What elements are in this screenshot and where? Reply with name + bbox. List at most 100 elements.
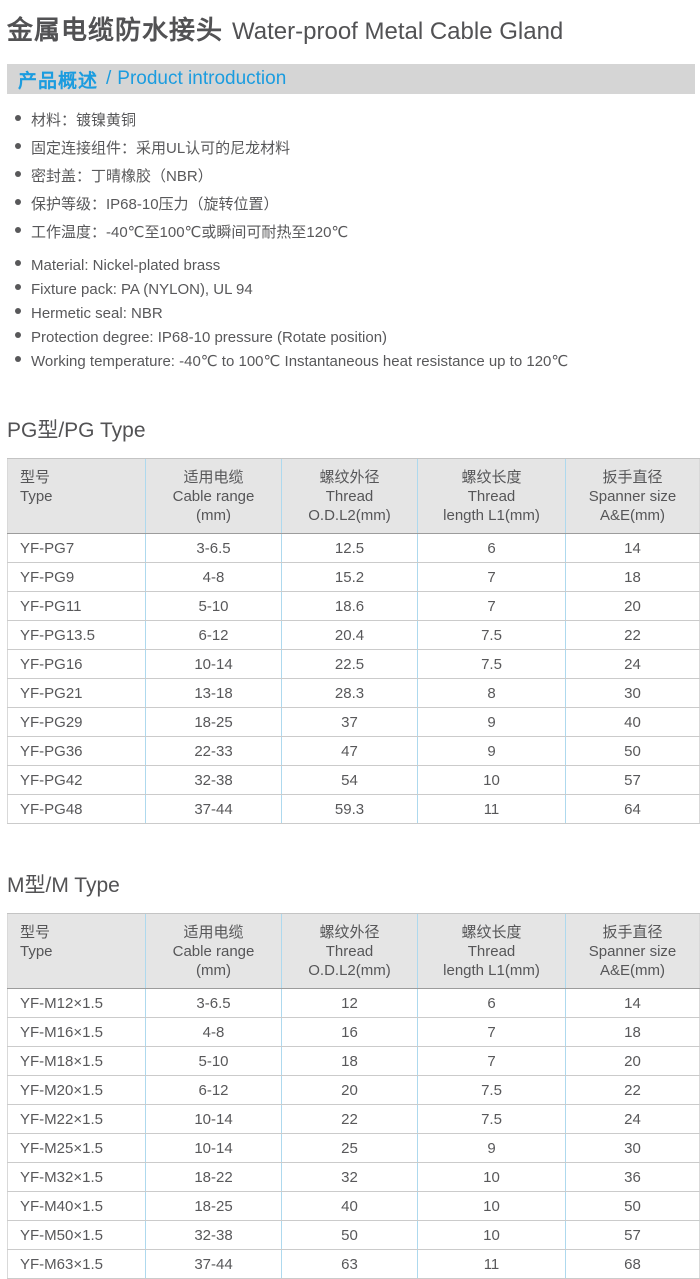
column-header: 型号 Type: [7, 458, 146, 534]
table-header-row: 型号 Type 适用电缆 Cable range (mm) 螺纹外径 Thread O.D.L…: [7, 458, 700, 534]
table-cell: 7: [417, 591, 566, 621]
table-row: YF-M12×1.5 3-6.5 12 6 14: [7, 988, 700, 1018]
table-cell: 12.5: [281, 533, 418, 563]
table-cell: 6-12: [145, 1075, 282, 1105]
table-cell: 14: [565, 988, 700, 1018]
column-header: 螺纹外径 Thread O.D.L2(mm): [281, 913, 418, 989]
table-cell: 11: [417, 1249, 566, 1279]
table-cell: 32: [281, 1162, 418, 1192]
feature-bullet-item: 密封盖：丁晴橡胶（NBR）: [10, 163, 695, 191]
table-cell: YF-PG42: [7, 765, 146, 795]
table-cell: YF-PG11: [7, 591, 146, 621]
table-cell: 64: [565, 794, 700, 824]
feature-bullet-item: Working temperature: -40℃ to 100℃ Instan…: [10, 350, 695, 374]
table-cell: 12: [281, 988, 418, 1018]
table-cell: 36: [565, 1162, 700, 1192]
table-cell: 4-8: [145, 562, 282, 592]
m-type-table: 型号 Type 适用电缆 Cable range (mm) 螺纹外径 Thread O.D.L…: [7, 913, 700, 1279]
table-row: YF-PG16 10-14 22.5 7.5 24: [7, 649, 700, 679]
intro-bar-divider: /: [106, 68, 112, 89]
table-row: YF-PG13.5 6-12 20.4 7.5 22: [7, 620, 700, 650]
table-cell: 24: [565, 1104, 700, 1134]
features-list-zh: 材料：镀镍黄铜 固定连接组件：采用UL认可的尼龙材料 密封盖：丁晴橡胶（NBR） 保护…: [10, 107, 695, 247]
table-cell: 4-8: [145, 1017, 282, 1047]
table-cell: YF-M25×1.5: [7, 1133, 146, 1163]
table-cell: 50: [565, 1191, 700, 1221]
feature-bullet-item: Material: Nickel-plated brass: [10, 254, 695, 278]
table-cell: 18.6: [281, 591, 418, 621]
table-cell: 37: [281, 707, 418, 737]
table-cell: 50: [281, 1220, 418, 1250]
feature-bullet-item: 保护等级：IP68-10压力（旋转位置）: [10, 191, 695, 219]
table-cell: 9: [417, 707, 566, 737]
table-cell: 40: [281, 1191, 418, 1221]
table-cell: 10: [417, 1162, 566, 1192]
table-row: YF-PG42 32-38 54 10 57: [7, 765, 700, 795]
table-row: YF-PG48 37-44 59.3 11 64: [7, 794, 700, 824]
table-cell: 25: [281, 1133, 418, 1163]
table-cell: 3-6.5: [145, 988, 282, 1018]
feature-bullet-item: 固定连接组件：采用UL认可的尼龙材料: [10, 135, 695, 163]
table-cell: 54: [281, 765, 418, 795]
table-cell: 22.5: [281, 649, 418, 679]
table-header-row: 型号 Type 适用电缆 Cable range (mm) 螺纹外径 Thread O.D.L…: [7, 913, 700, 989]
table-row: YF-M20×1.5 6-12 20 7.5 22: [7, 1075, 700, 1105]
page-title-en: Water-proof Metal Cable Gland: [232, 18, 564, 45]
table-cell: 7.5: [417, 649, 566, 679]
table-cell: 50: [565, 736, 700, 766]
table-cell: YF-M32×1.5: [7, 1162, 146, 1192]
table-cell: 7.5: [417, 1104, 566, 1134]
table-cell: 5-10: [145, 591, 282, 621]
table-cell: 18: [565, 562, 700, 592]
table-cell: YF-M12×1.5: [7, 988, 146, 1018]
table-cell: YF-M16×1.5: [7, 1017, 146, 1047]
features-list-en: Material: Nickel-plated brass Fixture pac…: [10, 254, 695, 374]
table-cell: 10: [417, 1191, 566, 1221]
table-cell: 20.4: [281, 620, 418, 650]
table-cell: 16: [281, 1017, 418, 1047]
table-cell: 63: [281, 1249, 418, 1279]
table-cell: 10-14: [145, 1104, 282, 1134]
table-cell: 37-44: [145, 794, 282, 824]
table-cell: 57: [565, 765, 700, 795]
table-row: YF-PG11 5-10 18.6 7 20: [7, 591, 700, 621]
table-cell: 14: [565, 533, 700, 563]
column-header: 螺纹外径 Thread O.D.L2(mm): [281, 458, 418, 534]
column-header: 型号 Type: [7, 913, 146, 989]
table-cell: 68: [565, 1249, 700, 1279]
page-title-zh: 金属电缆防水接头: [7, 15, 224, 45]
table-cell: 59.3: [281, 794, 418, 824]
table-cell: 7.5: [417, 620, 566, 650]
table-row: YF-M16×1.5 4-8 16 7 18: [7, 1017, 700, 1047]
table-cell: YF-PG7: [7, 533, 146, 563]
table-cell: 18-22: [145, 1162, 282, 1192]
page-title: 金属电缆防水接头 Water-proof Metal Cable Gland: [7, 10, 695, 47]
feature-bullet-item: 工作温度：-40℃至100℃或瞬间可耐热至120℃: [10, 219, 695, 247]
feature-bullet-item: Fixture pack: PA (NYLON), UL 94: [10, 278, 695, 302]
column-header: 适用电缆 Cable range (mm): [145, 913, 282, 989]
table-cell: 22: [565, 1075, 700, 1105]
table-cell: 18: [281, 1046, 418, 1076]
column-header: 扳手直径 Spanner size A&E(mm): [565, 913, 700, 989]
table-cell: 7.5: [417, 1075, 566, 1105]
table-cell: 8: [417, 678, 566, 708]
table-cell: 10: [417, 1220, 566, 1250]
column-header: 适用电缆 Cable range (mm): [145, 458, 282, 534]
table-row: YF-M40×1.5 18-25 40 10 50: [7, 1191, 700, 1221]
table-cell: YF-PG13.5: [7, 620, 146, 650]
table-cell: 6-12: [145, 620, 282, 650]
table-cell: YF-M20×1.5: [7, 1075, 146, 1105]
table-cell: 47: [281, 736, 418, 766]
column-header: 螺纹长度 Thread length L1(mm): [417, 913, 566, 989]
table-cell: 3-6.5: [145, 533, 282, 563]
table-cell: 32-38: [145, 1220, 282, 1250]
table-cell: 20: [281, 1075, 418, 1105]
table-cell: YF-M40×1.5: [7, 1191, 146, 1221]
table-cell: 30: [565, 1133, 700, 1163]
table-cell: YF-M63×1.5: [7, 1249, 146, 1279]
table-cell: 30: [565, 678, 700, 708]
table-cell: 40: [565, 707, 700, 737]
column-header: 螺纹长度 Thread length L1(mm): [417, 458, 566, 534]
table-cell: 22: [281, 1104, 418, 1134]
intro-bar-label-zh: 产品概述: [18, 70, 99, 92]
